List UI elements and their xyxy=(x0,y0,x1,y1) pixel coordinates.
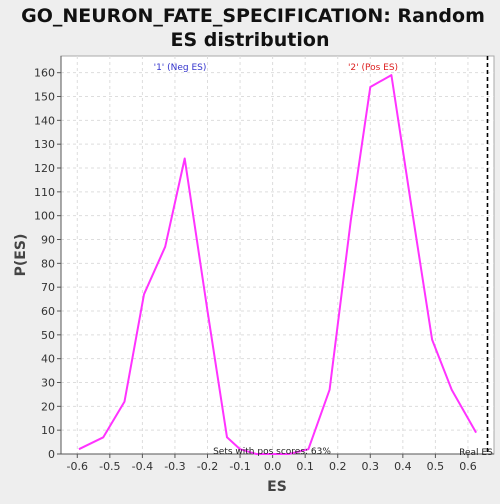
y-tick-label: 160 xyxy=(34,67,55,80)
y-tick-label: 70 xyxy=(41,281,55,294)
x-tick-label: 0.6 xyxy=(459,460,477,473)
y-tick-label: 30 xyxy=(41,377,55,390)
y-tick-label: 140 xyxy=(34,114,55,127)
y-tick-label: 90 xyxy=(41,234,55,247)
y-tick-label: 150 xyxy=(34,91,55,104)
y-tick-label: 40 xyxy=(41,353,55,366)
y-tick-label: 10 xyxy=(41,424,55,437)
x-tick-label: -0.3 xyxy=(164,460,185,473)
series-line-0 xyxy=(78,74,477,455)
y-tick-label: 120 xyxy=(34,162,55,175)
x-tick-label: -0.5 xyxy=(99,460,120,473)
x-tick-label: 0.0 xyxy=(264,460,282,473)
x-tick-label: -0.1 xyxy=(229,460,250,473)
x-tick-label: -0.2 xyxy=(197,460,218,473)
y-tick-label: 130 xyxy=(34,138,55,151)
real-es-label: Real ES xyxy=(459,448,493,458)
pos-es-label: '2' (Pos ES) xyxy=(348,63,398,73)
y-tick-label: 20 xyxy=(41,400,55,413)
plot-area xyxy=(60,55,495,455)
chart-title-line2: ES distribution xyxy=(171,29,330,51)
x-tick-label: 0.5 xyxy=(427,460,445,473)
grid-lines xyxy=(61,56,494,455)
y-axis-label: P(ES) xyxy=(13,234,29,277)
x-tick-label: 0.3 xyxy=(362,460,380,473)
x-tick-label: -0.4 xyxy=(132,460,153,473)
x-tick-label: -0.6 xyxy=(67,460,88,473)
chart-title-line1: GO_NEURON_FATE_SPECIFICATION: Random xyxy=(21,5,485,27)
x-tick-label: 0.4 xyxy=(394,460,412,473)
y-tick-label: 50 xyxy=(41,329,55,342)
y-tick-label: 80 xyxy=(41,257,55,270)
x-axis-label: ES xyxy=(267,479,287,495)
y-tick-label: 0 xyxy=(48,448,55,461)
y-tick-label: 100 xyxy=(34,210,55,223)
pos-scores-annotation: Sets with pos scores: 63% xyxy=(213,447,331,457)
neg-es-label: '1' (Neg ES) xyxy=(154,63,207,73)
y-tick-label: 60 xyxy=(41,305,55,318)
x-tick-label: 0.2 xyxy=(329,460,347,473)
y-tick-label: 110 xyxy=(34,186,55,199)
x-tick-label: 0.1 xyxy=(296,460,314,473)
series-group xyxy=(78,74,477,455)
